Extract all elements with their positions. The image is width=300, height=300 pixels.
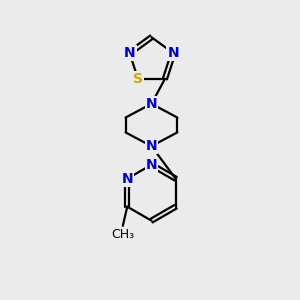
Text: N: N: [122, 172, 133, 186]
Text: N: N: [124, 46, 135, 60]
Text: N: N: [146, 158, 157, 172]
Text: N: N: [167, 46, 179, 60]
Text: N: N: [146, 139, 157, 153]
Text: CH₃: CH₃: [111, 228, 134, 241]
Text: N: N: [146, 97, 157, 111]
Text: S: S: [133, 72, 143, 86]
